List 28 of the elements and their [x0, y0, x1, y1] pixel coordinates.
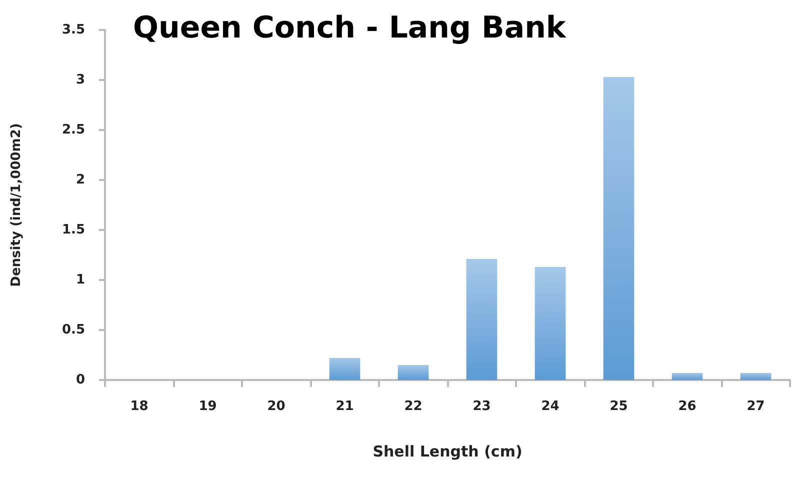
- x-tick-label: 20: [267, 399, 286, 414]
- y-tick-label: 2: [76, 172, 85, 188]
- bar: [329, 358, 360, 380]
- bar: [740, 373, 772, 380]
- bar: [672, 373, 703, 380]
- x-tick-label: 25: [610, 399, 628, 414]
- x-tick-label: 19: [198, 399, 217, 414]
- y-tick-label: 1: [76, 272, 85, 288]
- chart-title: Queen Conch - Lang Bank: [133, 10, 567, 46]
- y-tick-label: 3.5: [62, 22, 85, 38]
- y-axis-title: Density (ind/1,000m2): [9, 123, 24, 287]
- x-axis-title: Shell Length (cm): [372, 442, 522, 460]
- x-tick-label: 26: [678, 399, 696, 414]
- y-tick-label: 0: [76, 372, 85, 388]
- bar: [466, 259, 498, 380]
- y-tick-label: 2.5: [62, 122, 85, 138]
- bar: [603, 77, 634, 380]
- x-tick-label: 27: [746, 399, 765, 414]
- bar: [398, 365, 429, 380]
- y-tick-label: 1.5: [62, 222, 85, 238]
- bar: [534, 267, 566, 380]
- x-tick-label: 23: [472, 399, 491, 414]
- x-tick-label: 18: [130, 399, 148, 414]
- x-tick-label: 24: [541, 399, 560, 414]
- x-tick-label: 22: [404, 399, 422, 414]
- y-tick-label: 3: [76, 72, 85, 88]
- x-tick-label: 21: [336, 399, 354, 414]
- y-tick-label: 0.5: [62, 322, 85, 338]
